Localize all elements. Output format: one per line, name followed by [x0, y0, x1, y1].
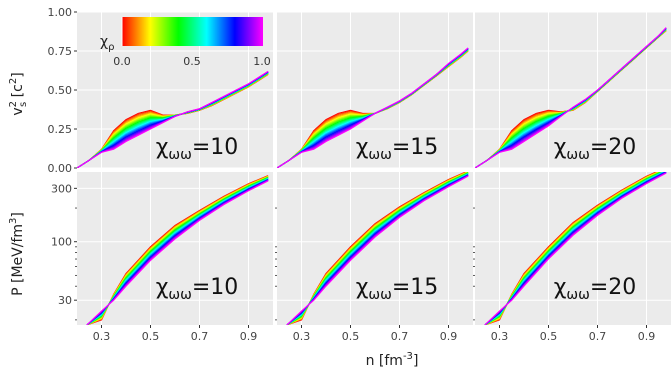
x-tick-label: 0.3 [491, 330, 509, 343]
x-axis-title: n [fm-3] [366, 351, 419, 369]
colorbar-tick-0: 0.0 [113, 55, 131, 68]
y-tick-label: 100 [51, 236, 72, 249]
x-tick-label: 0.7 [191, 330, 209, 343]
panel-annotation: χωω=15 [356, 275, 439, 303]
series-group [86, 175, 269, 325]
y-tick-label: 0.25 [48, 123, 73, 136]
y-tick-label: 0.00 [48, 162, 73, 175]
series-line-chi-rho [286, 175, 469, 325]
y-tick-label: 30 [58, 294, 72, 307]
series-line-chi-rho [86, 180, 269, 325]
colorbar-tick-1: 0.5 [183, 55, 201, 68]
x-tick-label: 0.3 [93, 330, 111, 343]
series-group [286, 172, 469, 325]
series-group [475, 27, 667, 168]
x-tick-label: 0.9 [240, 330, 258, 343]
x-tick-label: 0.7 [391, 330, 409, 343]
panel-background [475, 172, 671, 325]
y-tick-label: 1.00 [48, 6, 73, 19]
panel-annotation: χωω=10 [156, 135, 239, 163]
panel-top-20: χωω=20 [475, 11, 671, 169]
series-line-chi-rho [475, 27, 667, 168]
x-tick-label: 0.5 [142, 330, 160, 343]
colorbar-tick-2: 1.0 [253, 55, 271, 68]
panel-bottom-10: 0.3 0.5 0.7 0.9 30 100 300 χωω=10 [51, 172, 273, 343]
x-tick-label: 0.7 [589, 330, 607, 343]
panel-annotation: χωω=20 [554, 135, 637, 163]
x-tick-label: 0.5 [540, 330, 558, 343]
x-tick-label: 0.9 [440, 330, 458, 343]
x-tick-label: 0.5 [342, 330, 360, 343]
colorbar-gradient [122, 17, 263, 46]
panel-background [77, 172, 273, 325]
series-line-chi-rho [484, 172, 667, 325]
colorbar-label: χρ [100, 34, 114, 53]
panel-annotation: χωω=15 [356, 135, 439, 163]
series-line-chi-rho [77, 70, 269, 168]
bottom-y-axis-title: P [MeV/fm3] [8, 212, 26, 296]
y-tick-label: 300 [51, 182, 72, 195]
series-group [77, 70, 269, 168]
series-line-chi-rho [277, 47, 469, 168]
x-tick-label: 0.3 [293, 330, 311, 343]
panel-annotation: χωω=20 [554, 275, 637, 303]
panel-top-15: χωω=15 [277, 11, 473, 169]
y-tick-label: 0.50 [48, 84, 73, 97]
colorbar: χρ 0.0 0.5 1.0 [100, 17, 271, 68]
panel-bottom-20: 0.3 0.5 0.7 0.9 χωω=20 [473, 172, 671, 343]
panel-background [277, 172, 473, 325]
series-group [277, 47, 469, 168]
panel-annotation: χωω=10 [156, 275, 239, 303]
x-tick-label: 0.9 [638, 330, 656, 343]
top-y-axis-title: v2s [c2] [8, 72, 29, 115]
y-tick-label: 0.75 [48, 45, 73, 58]
panel-bottom-15: 0.3 0.5 0.7 0.9 χωω=15 [275, 172, 473, 343]
series-group [484, 172, 667, 325]
